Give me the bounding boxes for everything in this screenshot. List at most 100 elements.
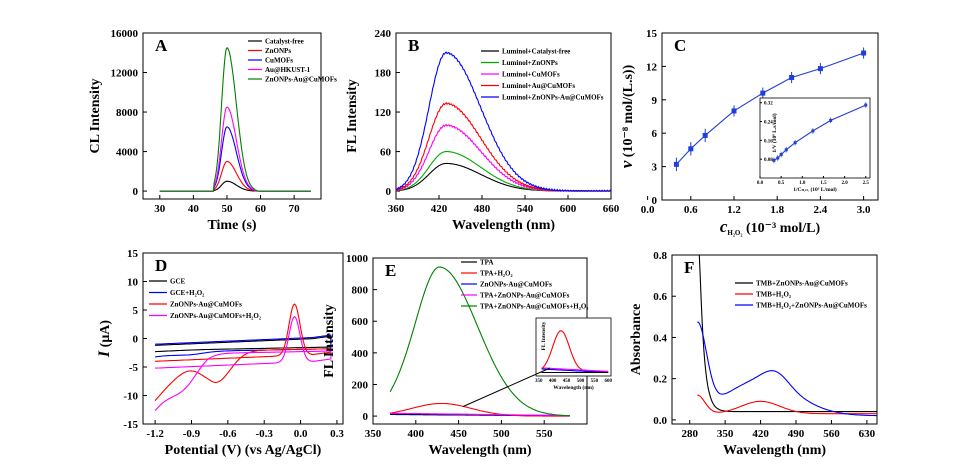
x-tick-label: 400 xyxy=(408,428,425,440)
legend-entry: CuMOFs xyxy=(265,57,293,65)
x-tick-label: 360 xyxy=(388,203,405,215)
legend-entry: ZnONPs-Au@CuMOFs xyxy=(480,281,552,289)
panel-label: A xyxy=(155,36,168,55)
inset-x-tick-label: 1.0 xyxy=(799,181,806,186)
inset-x-tick-label: 350 xyxy=(535,379,543,384)
y-tick-label: 800 xyxy=(352,285,369,297)
x-axis-label: Time (s) xyxy=(207,218,256,233)
x-tick-label: 420 xyxy=(752,428,769,440)
inset-x-label: 1/CH₂O₂ (10³ L/mol) xyxy=(793,186,837,193)
inset-point xyxy=(784,148,788,152)
legend-entry: TMB+H₂O₂+ZnONPs-Au@CuMOFs xyxy=(756,302,867,310)
inset-x-tick-label: 500 xyxy=(577,379,585,384)
x-tick-label: 70 xyxy=(289,203,301,215)
x-tick-label: 350 xyxy=(717,428,734,440)
series-line xyxy=(395,101,612,192)
plot-frame xyxy=(671,254,878,425)
y-tick-label: 400 xyxy=(352,348,369,360)
panel-b: 360 420 480 540 600 660 0 60 120 180 240 B Luminol+C… xyxy=(345,28,620,233)
y-tick-label: 0 xyxy=(652,195,658,207)
y-tick-label: 240 xyxy=(375,28,392,40)
y-axis-label: I (μA) xyxy=(96,320,113,358)
panel-label: D xyxy=(155,256,167,275)
series-line xyxy=(694,254,877,413)
inset-plot: 0.0 0.5 1.0 1.5 2.0 2.5 0.08 0.16 0.24 0.32 1/CH₂O… xyxy=(757,97,871,193)
y-tick-label: 180 xyxy=(375,68,392,80)
y-tick-label: 600 xyxy=(352,316,369,328)
inset-x-tick-label: 450 xyxy=(563,379,571,384)
x-axis-label: Wavelength (nm) xyxy=(452,218,555,233)
y-tick-label: 16000 xyxy=(111,28,139,40)
legend-entry: GCE xyxy=(170,278,186,286)
x-tick-label: 630 xyxy=(859,428,876,440)
y-axis-label: Absorbance xyxy=(629,304,644,376)
data-point xyxy=(673,161,679,167)
inset-x-tick-label: 2.5 xyxy=(863,181,870,186)
x-tick-label: 550 xyxy=(536,428,553,440)
y-tick-label: 0 xyxy=(363,411,369,423)
y-tick-label: 15 xyxy=(127,248,139,260)
y-tick-label: 10 xyxy=(127,277,139,289)
inset-y-label: FL Intensity xyxy=(541,321,547,350)
x-tick-label: -1.2 xyxy=(146,428,164,440)
inset-x-tick-label: 1.5 xyxy=(820,181,827,186)
series-line xyxy=(389,266,570,417)
legend-entry: Luminol+ZnONPs xyxy=(502,59,558,67)
x-tick-label: 60 xyxy=(255,203,267,215)
data-point xyxy=(789,75,795,81)
inset-x-tick-label: 0.0 xyxy=(757,181,764,186)
y-tick-label: 0 xyxy=(386,186,392,198)
x-tick-label: 600 xyxy=(560,203,577,215)
inset-point xyxy=(811,129,815,133)
x-tick-label: 1.8 xyxy=(770,204,784,216)
inset-point xyxy=(864,103,868,107)
y-tick-label: 8000 xyxy=(116,107,139,119)
panel-label: E xyxy=(385,261,396,280)
x-tick-label: 0.0 xyxy=(294,428,308,440)
series-line xyxy=(155,334,332,358)
legend-entry: TPA+ZnONPs-Au@CuMOFs xyxy=(480,292,570,300)
y-tick-label: 12 xyxy=(646,61,658,73)
x-tick-label: 40 xyxy=(188,203,200,215)
series-line xyxy=(159,47,311,192)
x-axis-label: Potential (V) (vs Ag/AgCl) xyxy=(165,443,322,458)
series-line xyxy=(154,315,332,412)
inset-y-tick-label: 0.16 xyxy=(764,139,773,144)
inset-point xyxy=(772,158,776,162)
y-tick-label: 4000 xyxy=(116,147,139,159)
panel-f: 280 350 420 490 560 630 0.0 0.2 0.4 0.6 0.8 F TMB+Zn… xyxy=(629,250,878,458)
y-axis-label: CL Intensity xyxy=(88,78,103,153)
x-axis-label: Wavelength (nm) xyxy=(428,443,531,458)
x-tick-label: 3.0 xyxy=(857,204,871,216)
panel-label: F xyxy=(684,258,694,277)
legend-entry: ZnONPs-Au@CuMOFs+H₂O₂ xyxy=(170,312,261,320)
plot-frame xyxy=(661,32,879,201)
y-axis-label: FL Intensity xyxy=(345,79,360,153)
series-line xyxy=(159,180,311,192)
y-tick-label: -10 xyxy=(123,391,138,403)
data-point xyxy=(817,66,823,72)
x-tick-label: 0.3 xyxy=(330,428,344,440)
y-tick-label: 0.6 xyxy=(653,291,667,303)
legend-entry: Catalyst-free xyxy=(265,38,304,46)
y-tick-label: 9 xyxy=(652,95,658,107)
legend-entry: TPA+H₂O₂ xyxy=(480,270,513,278)
inset-x-tick-label: 2.0 xyxy=(841,181,848,186)
series-line xyxy=(389,402,570,417)
data-point xyxy=(702,132,708,138)
inset-x-tick-label: 400 xyxy=(549,379,557,384)
y-tick-label: 5 xyxy=(133,305,139,317)
inset-point xyxy=(829,118,833,122)
data-point xyxy=(760,90,766,96)
y-tick-label: 60 xyxy=(380,147,392,159)
inset-y-tick-label: 0.08 xyxy=(764,158,773,163)
inset-x-label: Wavelength (nm) xyxy=(553,384,594,391)
y-tick-label: 0 xyxy=(133,334,139,346)
legend-entry: TPA xyxy=(480,259,493,267)
legend-entry: GCE+H₂O₂ xyxy=(170,289,204,297)
y-tick-label: 1000 xyxy=(346,253,369,265)
x-tick-label: -0.9 xyxy=(183,428,201,440)
inset-series xyxy=(541,368,609,374)
